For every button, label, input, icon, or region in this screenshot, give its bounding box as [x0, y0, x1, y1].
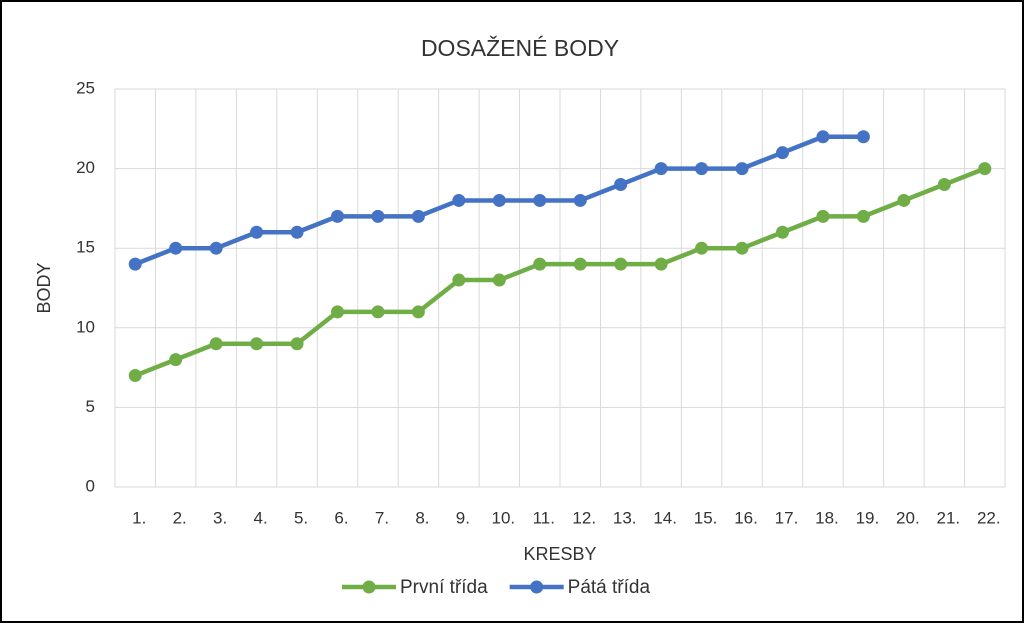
data-point — [492, 193, 506, 207]
x-tick-label: 14. — [653, 508, 677, 527]
x-tick-label: 4. — [253, 508, 267, 527]
data-point — [128, 257, 142, 271]
data-point — [250, 337, 264, 351]
x-tick-label: 8. — [415, 508, 429, 527]
x-tick-label: 19. — [856, 508, 880, 527]
x-tick-label: 21. — [936, 508, 960, 527]
chart-title: DOSAŽENÉ BODY — [421, 35, 619, 61]
y-tick-label: 20 — [76, 158, 95, 177]
data-point — [614, 178, 628, 192]
data-point — [411, 305, 425, 319]
data-point — [371, 305, 385, 319]
x-tick-label: 9. — [456, 508, 470, 527]
y-tick-label: 0 — [86, 476, 95, 495]
x-tick-label: 20. — [896, 508, 920, 527]
x-tick-label: 11. — [533, 508, 555, 527]
data-point — [331, 209, 344, 223]
x-tick-label: 17. — [775, 508, 799, 527]
y-tick-label: 5 — [86, 397, 95, 416]
legend-marker — [362, 580, 376, 594]
data-point — [573, 257, 587, 271]
data-point — [331, 305, 344, 319]
data-point — [856, 130, 870, 144]
x-tick-label: 1. — [132, 508, 146, 527]
series-line — [134, 166, 986, 378]
data-point — [776, 225, 789, 239]
data-point — [533, 193, 547, 207]
data-point — [776, 146, 789, 160]
data-point — [452, 273, 466, 287]
x-tick-label: 16. — [734, 508, 758, 527]
data-point — [411, 209, 425, 223]
x-tick-label: 15. — [694, 508, 718, 527]
data-point — [169, 241, 183, 255]
x-tick-label: 7. — [375, 508, 389, 527]
data-point — [290, 225, 304, 239]
x-tick-label: 3. — [213, 508, 227, 527]
data-point — [897, 193, 911, 207]
y-axis-label: BODY — [34, 262, 54, 313]
x-tick-label: 10. — [491, 508, 515, 527]
data-point — [250, 225, 264, 239]
data-point — [169, 353, 183, 367]
data-point — [654, 162, 668, 176]
x-tick-label: 18. — [815, 508, 839, 527]
data-point — [654, 257, 668, 271]
data-point — [735, 162, 749, 176]
data-point — [695, 162, 709, 176]
data-point — [573, 193, 587, 207]
data-point — [209, 337, 223, 351]
x-axis-label: KRESBY — [523, 544, 596, 564]
data-point — [492, 273, 506, 287]
data-point — [614, 257, 628, 271]
x-tick-label: 5. — [294, 508, 308, 527]
x-tick-label: 2. — [173, 508, 187, 527]
x-tick-label: 12. — [572, 508, 596, 527]
x-tick-label: 22. — [977, 508, 1001, 527]
data-point — [533, 257, 547, 271]
data-point — [371, 209, 385, 223]
data-point — [695, 241, 709, 255]
x-tick-label: 6. — [334, 508, 348, 527]
data-point — [816, 130, 830, 144]
data-point — [735, 241, 749, 255]
y-tick-label: 10 — [76, 317, 95, 336]
data-point — [290, 337, 304, 351]
legend-label: První třída — [400, 577, 488, 598]
x-tick-label: 13. — [613, 508, 637, 527]
legend-label: Pátá třída — [568, 577, 651, 598]
y-tick-label: 15 — [76, 238, 95, 257]
data-point — [128, 369, 142, 383]
data-point — [209, 241, 223, 255]
data-point — [978, 162, 992, 176]
data-point — [816, 209, 830, 223]
data-point — [452, 193, 466, 207]
legend-marker — [530, 580, 544, 594]
y-tick-label: 25 — [76, 78, 95, 97]
data-point — [856, 209, 870, 223]
data-point — [937, 178, 951, 192]
